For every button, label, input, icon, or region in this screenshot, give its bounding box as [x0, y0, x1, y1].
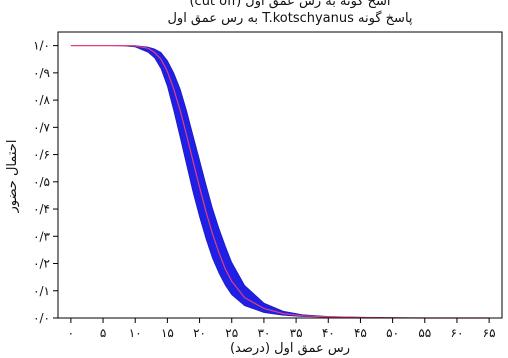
x-tick-label: ۱۵	[161, 326, 174, 340]
y-tick-label: ۱/۰	[33, 39, 50, 53]
x-tick-label: ۳۰	[257, 326, 270, 340]
chart-title-top: اسخ گونه به رس عمق اول (cut off)	[189, 0, 390, 9]
y-tick-label: ۰/۶	[33, 148, 50, 162]
plot-frame	[57, 31, 503, 319]
x-tick-label: ۵۰	[386, 326, 399, 340]
y-tick-label: ۰/۰	[33, 311, 50, 325]
y-tick-label: ۰/۴	[33, 202, 50, 216]
y-tick-label: ۰/۸	[33, 93, 50, 107]
x-axis-ticks: ۰ ۵ ۱۰ ۱۵ ۲۰ ۲۵ ۳۰ ۳۵ ۴۰ ۴۵ ۵۰ ۵۵ ۶۰ ۶۵	[68, 318, 496, 340]
plot-area	[57, 31, 503, 319]
x-tick-label: ۳۵	[290, 326, 303, 340]
x-tick-label: ۲۰	[193, 326, 206, 340]
y-tick-label: ۰/۵	[33, 175, 50, 189]
y-axis-ticks: ۱/۰ ۰/۹ ۰/۸ ۰/۷ ۰/۶ ۰/۵ ۰/۴ ۰/۳ ۰/۲ ۰/۱ ۰/۰	[33, 39, 58, 325]
x-tick-label: ۴۰	[322, 326, 335, 340]
y-tick-label: ۰/۲	[33, 257, 50, 271]
x-tick-label: ۲۵	[225, 326, 238, 340]
mean-response-line	[70, 45, 490, 319]
x-tick-label: ۱۰	[129, 326, 142, 340]
y-tick-label: ۰/۹	[33, 66, 50, 80]
y-tick-label: ۰/۳	[33, 229, 50, 243]
x-tick-label: ۶۰	[451, 326, 464, 340]
x-tick-label: ۴۵	[354, 326, 367, 340]
y-tick-label: ۰/۷	[33, 120, 50, 134]
y-axis-label: احتمال حضور	[5, 140, 20, 214]
x-tick-label: ۶۵	[483, 326, 496, 340]
x-axis-label: رس عمق اول (درصد)	[230, 341, 350, 356]
chart-title: پاسخ گونه T.kotschyanus به رس عمق اول	[167, 10, 412, 26]
x-tick-label: ۵	[100, 326, 106, 340]
x-tick-label: ۵۵	[418, 326, 431, 340]
confidence-band	[70, 45, 490, 319]
y-tick-label: ۰/۱	[33, 284, 50, 298]
x-tick-label: ۰	[68, 326, 74, 340]
